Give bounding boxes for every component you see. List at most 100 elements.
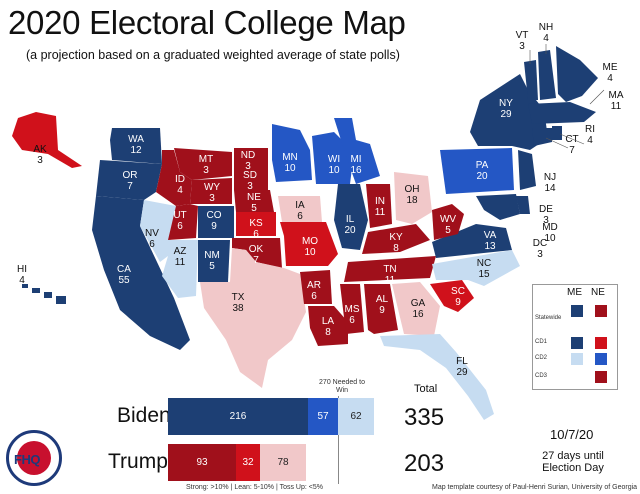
state-ND[interactable] bbox=[234, 148, 268, 168]
state-PA[interactable] bbox=[440, 148, 514, 194]
state-IL[interactable] bbox=[334, 184, 368, 250]
state-MI[interactable] bbox=[334, 118, 380, 184]
state-WY[interactable] bbox=[190, 178, 232, 204]
state-NC[interactable] bbox=[432, 250, 520, 286]
state-label-CT: CT 7 bbox=[565, 134, 578, 156]
state-DE[interactable] bbox=[516, 196, 530, 214]
logo-text: FHQ bbox=[14, 452, 40, 467]
state-OH[interactable] bbox=[394, 172, 432, 224]
state-label-NC: NC 15 bbox=[477, 258, 491, 280]
state-label-OH: OH 18 bbox=[405, 184, 420, 206]
days-until-label: 27 days until Election Day bbox=[542, 450, 604, 474]
state-CO[interactable] bbox=[198, 206, 234, 238]
state-label-WI: WI 10 bbox=[328, 154, 340, 176]
legend-me-cd1 bbox=[571, 337, 583, 349]
state-MT[interactable] bbox=[174, 148, 232, 180]
state-CA[interactable] bbox=[92, 196, 190, 350]
state-MD[interactable] bbox=[476, 194, 520, 220]
legend-me-cd2 bbox=[571, 353, 583, 365]
state-SC[interactable] bbox=[430, 280, 474, 312]
state-HI[interactable] bbox=[22, 284, 66, 304]
state-NM[interactable] bbox=[198, 240, 230, 282]
state-FL[interactable] bbox=[380, 334, 494, 420]
state-UT[interactable] bbox=[168, 204, 198, 240]
state-GA[interactable] bbox=[392, 282, 440, 336]
state-OR[interactable] bbox=[96, 160, 162, 200]
legend-ne-cd2 bbox=[595, 353, 607, 365]
state-MO[interactable] bbox=[280, 222, 338, 266]
state-MS[interactable] bbox=[340, 284, 364, 334]
state-AL[interactable] bbox=[364, 284, 398, 334]
state-VA[interactable] bbox=[432, 224, 512, 258]
state-label-OK: OK 7 bbox=[249, 244, 264, 266]
logo-circle-icon bbox=[17, 441, 51, 475]
fhq-logo: FHQ bbox=[6, 430, 62, 486]
biden-label: Biden bbox=[117, 404, 171, 427]
state-label-ND: ND 3 bbox=[241, 150, 255, 172]
state-AZ[interactable] bbox=[162, 240, 198, 298]
legend-header-ne: NE bbox=[591, 287, 605, 298]
state-label-WV: WV 5 bbox=[440, 214, 456, 236]
state-AK[interactable] bbox=[12, 112, 82, 168]
state-label-MD: MD 10 bbox=[542, 222, 558, 244]
state-TX[interactable] bbox=[200, 248, 306, 388]
state-NJ[interactable] bbox=[518, 150, 536, 190]
state-label-IL: IL 20 bbox=[344, 214, 356, 236]
state-LA[interactable] bbox=[308, 306, 348, 346]
state-KS[interactable] bbox=[236, 212, 276, 236]
state-NV[interactable] bbox=[140, 200, 176, 262]
state-WA[interactable] bbox=[110, 128, 162, 164]
state-SD[interactable] bbox=[234, 168, 268, 190]
biden-lean-segment: 57 bbox=[308, 398, 338, 435]
state-label-UT: UT 6 bbox=[173, 210, 186, 232]
state-label-DE: DE 3 bbox=[539, 204, 553, 226]
state-ID[interactable] bbox=[156, 150, 192, 206]
state-MN[interactable] bbox=[272, 124, 312, 182]
state-ME[interactable] bbox=[556, 46, 598, 102]
legend-ne-cd3 bbox=[595, 371, 607, 383]
state-AR[interactable] bbox=[300, 270, 332, 304]
trump-tossup-segment: 78 bbox=[260, 444, 306, 481]
state-RI[interactable] bbox=[552, 126, 562, 140]
trump-total: 203 bbox=[404, 450, 445, 477]
state-OK[interactable] bbox=[232, 238, 282, 268]
state-label-SD: SD 3 bbox=[243, 170, 257, 192]
state-label-AR: AR 6 bbox=[307, 280, 321, 302]
state-label-MA: MA 11 bbox=[609, 90, 624, 112]
biden-strong-segment: 216 bbox=[168, 398, 308, 435]
biden-bar: 216 57 62 bbox=[168, 398, 414, 435]
state-label-NH: NH 4 bbox=[539, 22, 553, 44]
state-label-ME: ME 4 bbox=[603, 62, 618, 84]
legend-ne-cd1 bbox=[595, 337, 607, 349]
state-NE[interactable] bbox=[234, 190, 274, 212]
state-KY[interactable] bbox=[362, 224, 430, 254]
biden-tossup-segment: 62 bbox=[338, 398, 374, 435]
date-label: 10/7/20 bbox=[550, 427, 594, 442]
state-label-RI: RI 4 bbox=[585, 124, 595, 146]
state-label-IN: IN 11 bbox=[375, 196, 386, 218]
state-TN[interactable] bbox=[344, 256, 436, 282]
leader-lines bbox=[529, 44, 605, 149]
state-IA[interactable] bbox=[278, 196, 322, 222]
state-label-VA: VA 13 bbox=[484, 230, 497, 252]
state-label-AL: AL 9 bbox=[376, 294, 389, 316]
state-label-CO: CO 9 bbox=[207, 210, 222, 232]
state-label-PA: PA 20 bbox=[476, 160, 489, 182]
state-WV[interactable] bbox=[432, 204, 464, 240]
state-label-LA: LA 8 bbox=[322, 316, 335, 338]
state-label-NV: NV 6 bbox=[145, 228, 159, 250]
trump-lean-segment: 32 bbox=[236, 444, 260, 481]
state-VT[interactable] bbox=[524, 60, 538, 100]
trump-bar: 93 32 78 bbox=[168, 444, 414, 481]
legend-row-statewide: Statewide bbox=[535, 315, 562, 321]
state-label-MO: MO 10 bbox=[302, 236, 318, 258]
state-MA[interactable] bbox=[528, 102, 596, 124]
state-label-AK: AK 3 bbox=[33, 144, 47, 166]
state-CT[interactable] bbox=[532, 128, 552, 146]
state-label-MI: MI 16 bbox=[350, 154, 362, 176]
state-label-NE: NE 5 bbox=[247, 192, 261, 214]
biden-total: 335 bbox=[404, 404, 445, 431]
state-NH[interactable] bbox=[538, 50, 556, 100]
state-IN[interactable] bbox=[366, 184, 392, 228]
